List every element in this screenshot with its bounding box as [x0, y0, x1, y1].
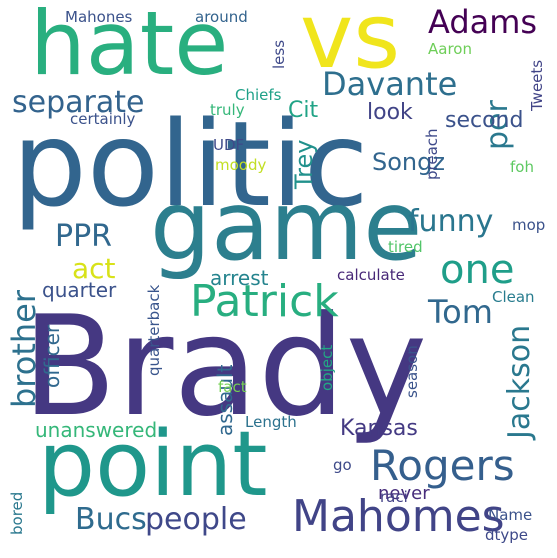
word-calculate: calculate — [337, 266, 405, 284]
word-certainly: certainly — [70, 110, 136, 128]
word-quarter: quarter — [42, 278, 117, 302]
word-bucs: Bucs — [75, 502, 147, 537]
word-around: around — [195, 8, 248, 26]
word-preach: preach — [423, 128, 441, 180]
word-foh: foh — [510, 158, 534, 176]
word-kansas: Kansas — [340, 416, 418, 441]
word-aaron: Aaron — [428, 40, 472, 58]
word-assault: assault — [213, 364, 237, 436]
word-songz: Songz — [372, 148, 445, 176]
word-object: object — [318, 344, 336, 391]
word-name: Name — [488, 506, 533, 524]
word-season: season — [403, 345, 421, 398]
word-less: less — [270, 39, 288, 69]
word-mop: mop — [512, 216, 546, 234]
word-officer: officer — [40, 324, 64, 388]
word-raci: raci — [380, 488, 408, 506]
word-separate: separate — [12, 85, 145, 120]
word-tweets: Tweets — [528, 59, 546, 111]
word-dtype: dtype — [485, 526, 529, 544]
word-brother: brother — [5, 289, 43, 408]
word-go: go — [333, 456, 352, 474]
word-cit: Cit — [288, 98, 319, 123]
word-people: people — [145, 502, 247, 537]
word-adams: Adams — [428, 3, 538, 41]
word-quarterback: quarterback — [145, 284, 163, 376]
word-politic: politic — [12, 95, 369, 233]
word-never: never — [378, 483, 430, 504]
word-point: point — [38, 412, 268, 517]
word-unanswered: unanswered — [35, 418, 158, 442]
word-davante: Davante — [322, 65, 458, 103]
word-trey: Trey — [290, 139, 318, 189]
word-arrest: arrest — [210, 266, 269, 290]
word-second: second — [445, 108, 524, 133]
word-look: look — [367, 100, 413, 125]
word-one: one — [440, 247, 515, 293]
word-brady: Brady — [22, 286, 428, 447]
word-moody: moody — [215, 156, 267, 174]
word-hate: hate — [30, 0, 229, 95]
word-length: Length — [245, 413, 297, 431]
word-game: game — [150, 170, 423, 282]
word-vs: vs — [300, 0, 401, 89]
word-jackson: Jackson — [502, 324, 537, 439]
word-funny: funny — [408, 204, 494, 239]
word-udf: UDF — [213, 136, 245, 154]
word-bored: bored — [8, 491, 26, 535]
word-rogers: Rogers — [370, 441, 515, 490]
word-clean: Clean — [492, 288, 535, 306]
word-act: act — [72, 252, 116, 285]
word-ppr: PPR — [55, 219, 113, 254]
word-truly: truly — [210, 101, 245, 119]
word-tom: Tom — [428, 293, 493, 331]
word-mahomes: Mahomes — [292, 491, 505, 542]
word-fact: fact — [218, 378, 247, 396]
word-mahones: Mahones — [65, 8, 133, 26]
word-chiefs: Chiefs — [235, 86, 282, 104]
word-tired: tired — [388, 238, 423, 256]
word-patrick: Patrick — [190, 276, 339, 327]
